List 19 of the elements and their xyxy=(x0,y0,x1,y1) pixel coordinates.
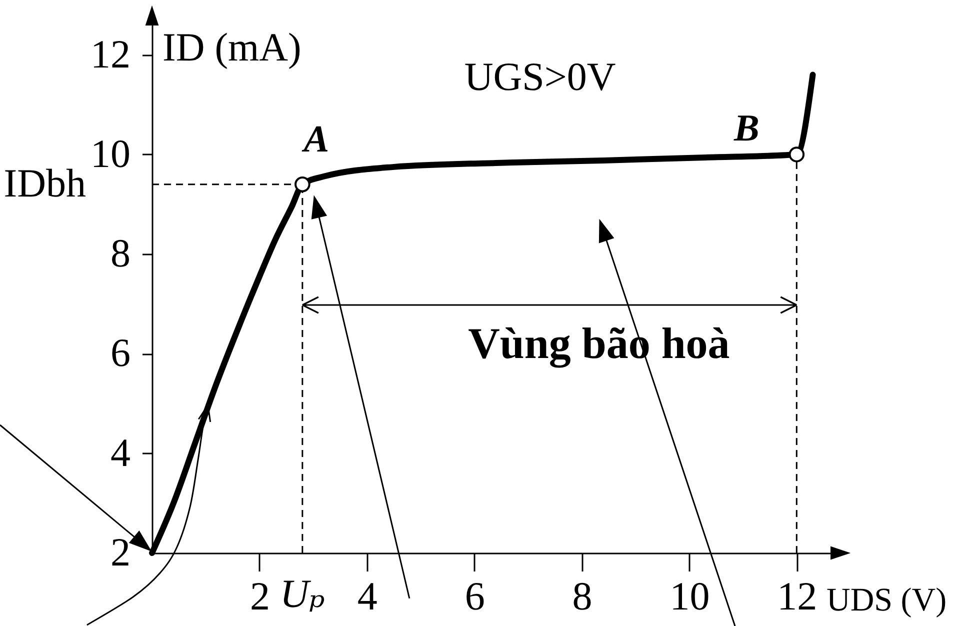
x-tick-label: 6 xyxy=(464,574,485,618)
annotation: A xyxy=(302,118,330,160)
y-tick-label: 8 xyxy=(110,230,130,276)
annotation: B xyxy=(732,107,760,150)
x-tick-label: 8 xyxy=(572,574,592,618)
x-tick-label: 12 xyxy=(777,574,818,618)
y-tick-label: 4 xyxy=(110,430,130,475)
x-tick-label: 4 xyxy=(357,574,378,618)
y-tick-label: 6 xyxy=(110,330,130,376)
series-label: UGS>0V xyxy=(464,54,616,99)
x-axis-title: UDS (V) xyxy=(826,582,947,618)
y-axis-title: ID (mA) xyxy=(162,24,302,70)
y-tick-label: 12 xyxy=(90,31,130,76)
y-tick-label: 2 xyxy=(110,530,130,574)
ref-line-label: Uₚ xyxy=(280,571,325,616)
x-tick-label: 10 xyxy=(670,574,710,618)
x-tick-label: 2 xyxy=(250,574,270,618)
y-tick-label: 10 xyxy=(90,130,130,176)
ref-line-label: IDbh xyxy=(4,160,86,206)
